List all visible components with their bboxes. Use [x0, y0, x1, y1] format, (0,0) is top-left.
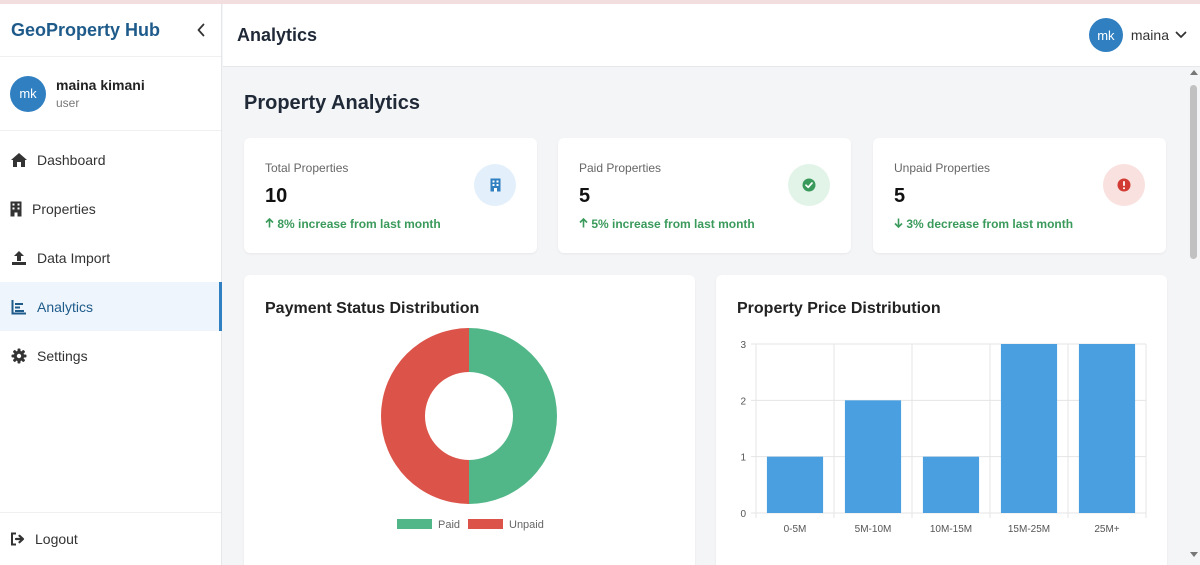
arrow-up-icon — [265, 217, 274, 228]
y-tick-label: 2 — [740, 396, 746, 407]
home-icon — [10, 151, 28, 169]
payment-status-card: Payment Status Distribution Paid Unpaid — [244, 275, 695, 565]
x-tick-label: 15M-25M — [1008, 524, 1050, 535]
arrow-up-icon — [579, 217, 588, 228]
scroll-up-icon[interactable] — [1190, 70, 1198, 75]
x-tick-label: 0-5M — [784, 524, 807, 535]
chart-title: Payment Status Distribution — [265, 300, 480, 317]
price-distribution-card: Property Price Distribution 0 1 2 3 0-5M 5M-1… — [716, 275, 1167, 565]
top-accent-line — [0, 0, 1200, 4]
bar-10M-15M — [922, 456, 980, 513]
sidebar-item-data-import[interactable]: Data Import — [0, 233, 221, 282]
x-tick-label: 10M-15M — [930, 524, 972, 535]
sidebar-item-label: Settings — [37, 347, 88, 364]
bar-0-5M — [766, 456, 824, 513]
pie-slice-paid — [469, 328, 557, 504]
gear-icon — [10, 347, 28, 365]
stat-trend: 3% decrease from last month — [894, 217, 1073, 231]
sidebar-item-label: Properties — [32, 200, 96, 217]
legend-swatch-paid — [397, 519, 432, 529]
stat-value: 10 — [265, 185, 288, 207]
building-icon — [474, 164, 516, 206]
sidebar-item-label: Data Import — [37, 249, 111, 266]
header-user-name: maina — [1130, 27, 1169, 43]
bar-15M-25M — [1000, 344, 1058, 513]
chevron-left-icon[interactable] — [193, 22, 209, 38]
scrollbar[interactable] — [1187, 68, 1200, 565]
sidebar-item-dashboard[interactable]: Dashboard — [0, 135, 221, 184]
stat-value: 5 — [894, 185, 906, 207]
stat-card-paid: Paid Properties 5 5% increase from last … — [558, 138, 851, 253]
chevron-down-icon — [1175, 26, 1187, 44]
y-tick-label: 3 — [740, 340, 746, 351]
sidebar-brand: GeoProperty Hub — [0, 4, 221, 57]
avatar: mk — [10, 75, 46, 112]
bar-5M-10M — [844, 400, 902, 513]
legend-label-paid: Paid — [438, 519, 460, 531]
legend-swatch-unpaid — [468, 519, 503, 529]
scroll-thumb[interactable] — [1190, 85, 1197, 259]
chart-title: Property Price Distribution — [737, 300, 941, 317]
sidebar: GeoProperty Hub mk maina kimani user Das… — [0, 4, 222, 565]
arrow-down-icon — [894, 218, 903, 229]
check-circle-icon — [788, 164, 830, 206]
stat-value: 5 — [579, 185, 591, 207]
sidebar-item-label: Dashboard — [37, 151, 106, 168]
main-content: Property Analytics Total Properties 10 8… — [223, 68, 1187, 565]
upload-icon — [10, 249, 28, 267]
x-tick-label: 25M+ — [1094, 524, 1119, 535]
chart-icon — [10, 298, 28, 316]
top-header: Analytics mk maina — [223, 4, 1200, 67]
stat-trend: 5% increase from last month — [579, 217, 755, 231]
brand-title: GeoProperty Hub — [11, 19, 161, 40]
page-title: Property Analytics — [244, 92, 420, 114]
user-name: maina kimani — [56, 77, 145, 93]
stat-trend-text: 3% decrease from last month — [906, 217, 1074, 231]
avatar: mk — [1088, 18, 1123, 52]
stat-label: Unpaid Properties — [894, 161, 991, 175]
stat-label: Total Properties — [265, 161, 349, 175]
stat-label: Paid Properties — [579, 161, 662, 175]
logout-icon — [10, 530, 26, 548]
payment-status-chart: Paid Unpaid — [381, 328, 557, 531]
building-icon — [10, 200, 22, 218]
sidebar-item-label: Analytics — [37, 298, 94, 315]
y-tick-label: 1 — [740, 453, 746, 464]
y-tick-label: 0 — [740, 509, 746, 520]
user-role: user — [56, 96, 80, 110]
scroll-down-icon[interactable] — [1190, 552, 1198, 557]
user-menu[interactable]: mk maina — [1088, 18, 1187, 52]
x-tick-label: 5M-10M — [855, 524, 892, 535]
alert-circle-icon — [1103, 164, 1145, 206]
stat-card-unpaid: Unpaid Properties 5 3% decrease from las… — [873, 138, 1166, 253]
stat-trend-text: 8% increase from last month — [277, 217, 441, 231]
sidebar-nav: Dashboard Properties Data Import Analyti… — [0, 131, 222, 380]
legend-label-unpaid: Unpaid — [509, 519, 544, 531]
bar-25M+ — [1078, 344, 1136, 513]
sidebar-user: mk maina kimani user — [0, 57, 221, 131]
logout-label: Logout — [35, 531, 78, 547]
pie-slice-unpaid — [381, 328, 469, 504]
stat-trend-text: 5% increase from last month — [591, 217, 755, 231]
stat-trend: 8% increase from last month — [265, 217, 441, 231]
header-title: Analytics — [237, 24, 318, 45]
sidebar-item-settings[interactable]: Settings — [0, 331, 221, 380]
logout-button[interactable]: Logout — [0, 512, 221, 565]
sidebar-item-properties[interactable]: Properties — [0, 184, 221, 233]
stat-card-total: Total Properties 10 8% increase from las… — [244, 138, 537, 253]
price-distribution-chart: 0 1 2 3 0-5M 5M-10M 10M-15M 15M-25M 25M+ — [740, 340, 1147, 535]
sidebar-item-analytics[interactable]: Analytics — [0, 282, 222, 331]
